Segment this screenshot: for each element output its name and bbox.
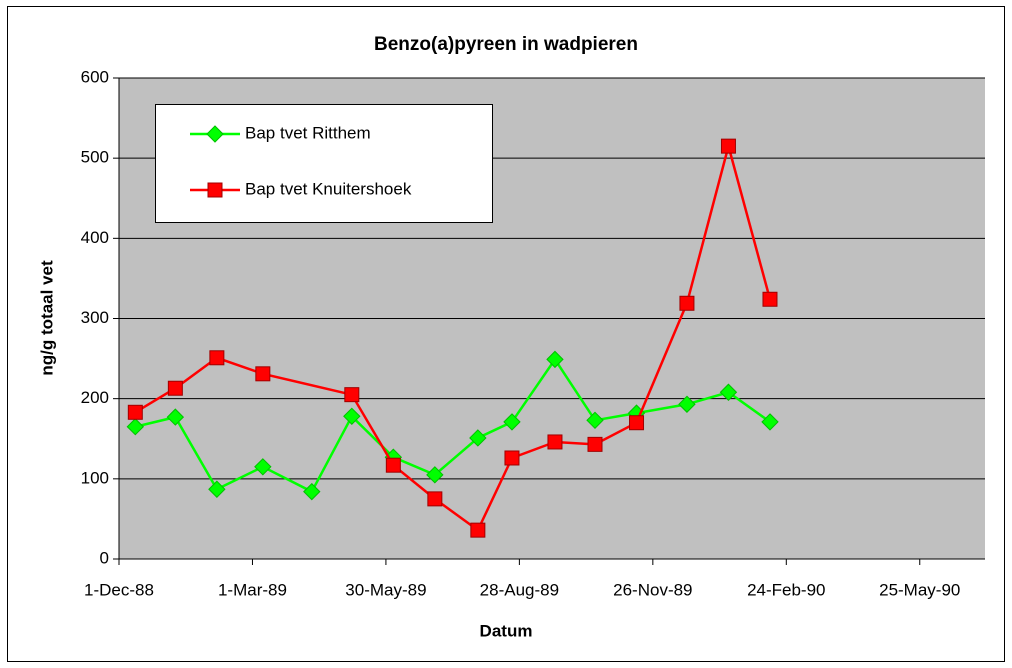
- legend-label: Bap tvet Knuitershoek: [245, 179, 412, 198]
- point: [629, 415, 645, 431]
- point: [426, 466, 444, 484]
- x-tick-label: 26-Nov-89: [613, 580, 692, 599]
- y-tick-label: 600: [81, 67, 109, 86]
- point: [762, 291, 778, 307]
- point: [303, 482, 321, 501]
- point: [504, 450, 520, 466]
- series-line: [135, 357, 771, 494]
- y-tick-label: 400: [81, 228, 109, 247]
- x-tick-label: 1-Dec-88: [84, 580, 154, 599]
- legend-marker: [206, 125, 224, 143]
- point: [344, 387, 360, 403]
- point: [761, 413, 779, 431]
- point: [719, 383, 738, 401]
- x-tick-label: 24-Feb-90: [747, 580, 825, 599]
- x-tick-label: 25-May-90: [879, 580, 960, 599]
- x-axis-label: Datum: [480, 621, 533, 640]
- legend-label: Bap tvet Ritthem: [245, 123, 371, 142]
- point: [427, 491, 443, 507]
- y-tick-label: 300: [81, 308, 109, 327]
- x-tick-label: 1-Mar-89: [218, 580, 287, 599]
- point: [679, 295, 695, 311]
- y-tick-label: 100: [81, 468, 109, 487]
- x-tick-label: 30-May-89: [345, 580, 426, 599]
- point: [126, 418, 145, 436]
- point: [167, 380, 183, 396]
- y-tick-label: 500: [81, 148, 109, 167]
- point: [254, 458, 272, 476]
- point: [166, 408, 185, 426]
- point: [720, 138, 736, 154]
- chart-title: Benzo(a)pyreen in wadpieren: [374, 34, 638, 55]
- point: [469, 429, 487, 447]
- y-tick-label: 0: [100, 548, 109, 567]
- point: [586, 411, 604, 430]
- point: [547, 434, 563, 450]
- point: [470, 522, 486, 538]
- point: [503, 413, 521, 431]
- y-axis-label: ng/g totaal vet: [37, 260, 56, 376]
- y-tick-label: 200: [81, 388, 109, 407]
- point: [587, 436, 603, 452]
- legend-marker: [207, 182, 223, 198]
- point: [209, 350, 225, 366]
- point: [385, 457, 401, 473]
- point: [546, 350, 564, 369]
- x-tick-label: 28-Aug-89: [480, 580, 559, 599]
- point: [208, 480, 226, 498]
- point: [343, 407, 361, 426]
- legend: [155, 104, 493, 223]
- point: [678, 395, 696, 413]
- point: [255, 366, 271, 382]
- point: [127, 404, 143, 420]
